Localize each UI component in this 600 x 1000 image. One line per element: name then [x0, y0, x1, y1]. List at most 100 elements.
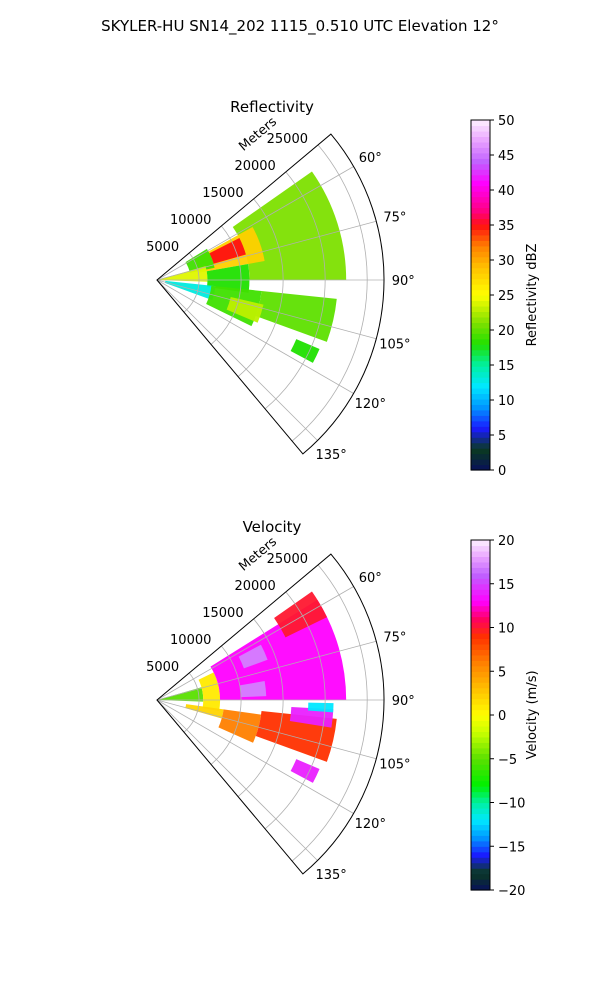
colorbar-swatch [471, 709, 490, 716]
velocity-panel: Velocity 60° 75° 90° 105° 120° 135° 5000 10000 1… [146, 518, 540, 899]
reflectivity-sector-plot: 60° 75° 90° 105° 120° 135° 5000 10000 15000 20000… [146, 114, 415, 463]
colorbar-swatch [471, 840, 490, 847]
colorbar-swatch [471, 676, 490, 683]
azimuth-tick-label: 60° [359, 151, 382, 166]
colorbar-tick-label: 20 [498, 324, 515, 339]
colorbar-swatch [471, 147, 490, 154]
range-gridline [210, 645, 242, 765]
colorbar-swatch [471, 442, 490, 449]
azimuth-tick-label: 75° [383, 210, 406, 225]
colorbar-swatch [471, 616, 490, 623]
range-gridline [237, 618, 284, 797]
colorbar-swatch [471, 605, 490, 612]
colorbar-swatch [471, 229, 490, 236]
colorbar-swatch [471, 223, 490, 230]
colorbar-swatch [471, 851, 490, 858]
colorbar-swatch [471, 687, 490, 694]
colorbar-swatch [471, 464, 490, 471]
velocity-region [218, 709, 262, 743]
reflectivity-region [206, 263, 250, 293]
colorbar-tick-label: 10 [498, 394, 515, 409]
colorbar-swatch [471, 459, 490, 466]
azimuth-tick-label: 90° [392, 694, 415, 709]
colorbar-swatch [471, 857, 490, 864]
colorbar-tick-label: 5 [498, 665, 506, 680]
colorbar-swatch [471, 682, 490, 689]
colorbar-swatch [471, 775, 490, 782]
colorbar-swatch [471, 824, 490, 831]
colorbar-swatch [471, 813, 490, 820]
azimuth-tick-label: 60° [359, 571, 382, 586]
colorbar-swatch [471, 366, 490, 373]
colorbar-swatch [471, 665, 490, 672]
reflectivity-region [255, 290, 337, 342]
range-tick-label: 15000 [202, 606, 243, 621]
sector-frame [156, 133, 385, 455]
velocity-region [307, 702, 334, 713]
range-tick-label: 10000 [170, 633, 211, 648]
azimuth-gridline [156, 699, 318, 861]
sector-frame [156, 553, 385, 875]
velocity-colorbar: −20 −15 −10 −5 0 5 10 15 20 Velocity (m/s) [470, 534, 540, 899]
range-tick-label: 25000 [267, 552, 308, 567]
colorbar-swatch [471, 654, 490, 661]
colorbar-swatch [471, 802, 490, 809]
colorbar-swatch [471, 769, 490, 776]
azimuth-gridline [156, 640, 377, 701]
colorbar-swatch [471, 300, 490, 307]
azimuth-tick-label: 135° [315, 868, 346, 883]
colorbar-swatch [471, 715, 490, 722]
colorbar-swatch [471, 191, 490, 198]
colorbar-swatch [471, 289, 490, 296]
colorbar-swatch [471, 295, 490, 302]
colorbar-tick-label: −20 [498, 884, 525, 899]
colorbar-swatch [471, 141, 490, 148]
colorbar-swatch [471, 196, 490, 203]
colorbar-swatch [471, 698, 490, 705]
colorbar-swatch [471, 409, 490, 416]
reflectivity-region [226, 297, 264, 323]
range-gridline [291, 144, 368, 442]
colorbar-swatch [471, 540, 490, 547]
colorbar-swatch [471, 218, 490, 225]
colorbar-swatch [471, 600, 490, 607]
colorbar-swatch [471, 245, 490, 252]
colorbar-swatch [471, 720, 490, 727]
colorbar-swatch [471, 649, 490, 656]
colorbar-swatch [471, 758, 490, 765]
colorbar-swatch [471, 862, 490, 869]
velocity-region [239, 681, 267, 698]
azimuth-tick-label: 90° [392, 274, 415, 289]
azimuth-gridline [156, 699, 354, 814]
range-tick-label: 20000 [234, 159, 275, 174]
figure-suptitle: SKYLER-HU SN14_202 1115_0.510 UTC Elevat… [101, 17, 499, 36]
colorbar-swatch [471, 572, 490, 579]
range-tick-label: 25000 [267, 132, 308, 147]
colorbar-tick-label: 0 [498, 709, 506, 724]
colorbar-swatch [471, 589, 490, 596]
range-tick-label: 15000 [202, 186, 243, 201]
colorbar-swatch [471, 736, 490, 743]
azimuth-gridline [156, 699, 377, 760]
reflectivity-colorbar: 0 5 10 15 20 25 30 35 40 45 50 Reflectivity dBZ [470, 114, 540, 479]
colorbar-swatch [471, 387, 490, 395]
colorbar-swatch [471, 344, 490, 351]
colorbar-tick-label: 5 [498, 429, 506, 444]
azimuth-gridline [156, 220, 377, 281]
colorbar-label: Reflectivity dBZ [525, 244, 540, 347]
colorbar-swatch [471, 284, 490, 291]
azimuth-tick-label: 75° [383, 630, 406, 645]
colorbar-swatch [471, 884, 490, 891]
velocity-region [238, 644, 268, 669]
colorbar-swatch [471, 333, 490, 340]
colorbar-swatch [471, 130, 490, 138]
colorbar-swatch [471, 415, 490, 422]
reflectivity-region [185, 248, 215, 274]
colorbar-swatch [471, 212, 490, 220]
reflectivity-region [290, 339, 320, 363]
colorbar-swatch [471, 267, 490, 274]
colorbar-swatch [471, 448, 490, 455]
colorbar-swatch [471, 393, 490, 400]
azimuth-tick-label: 105° [379, 758, 410, 773]
